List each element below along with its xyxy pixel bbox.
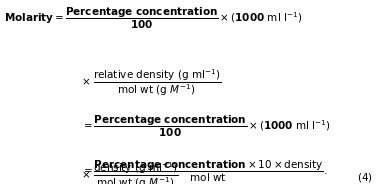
Text: $= \dfrac{\mathbf{Percentage\ concentration} \times 10 \times \mathrm{density}}{: $= \dfrac{\mathbf{Percentage\ concentrat… bbox=[81, 159, 328, 184]
Text: $= \dfrac{\mathbf{Percentage\ concentration}}{\mathbf{100}} \times (\mathbf{1000: $= \dfrac{\mathbf{Percentage\ concentrat… bbox=[81, 114, 331, 139]
Text: $\mathbf{Molarity} = \dfrac{\mathbf{Percentage\ concentration}}{\mathbf{100}} \t: $\mathbf{Molarity} = \dfrac{\mathbf{Perc… bbox=[4, 6, 302, 31]
Text: $(4)$: $(4)$ bbox=[356, 171, 372, 184]
Text: $\times\ \dfrac{\mathrm{density\ (g\ ml}^{-1}\mathrm{)}}{\mathrm{mol\ wt\ (g\ }\: $\times\ \dfrac{\mathrm{density\ (g\ ml}… bbox=[81, 160, 179, 184]
Text: $\times\ \dfrac{\mathrm{relative\ density\ (g\ ml}^{-1}\mathrm{)}}{\mathrm{mol\ : $\times\ \dfrac{\mathrm{relative\ densit… bbox=[81, 67, 222, 98]
